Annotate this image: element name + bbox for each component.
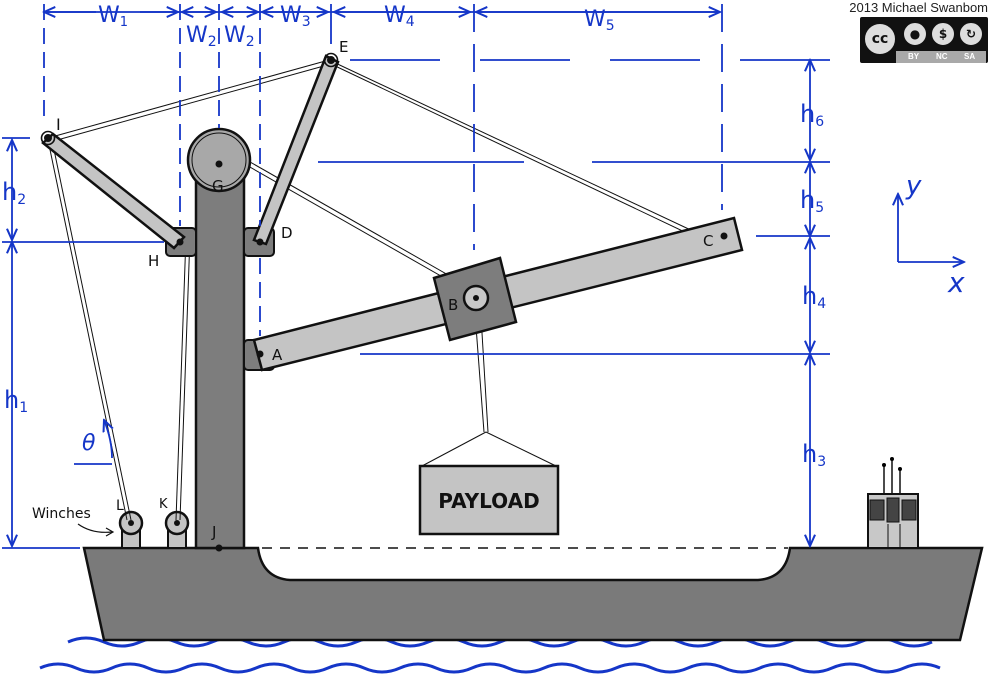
winches-label: Winches bbox=[32, 506, 91, 522]
water-wave-upper bbox=[67, 636, 933, 648]
mast-sheave-G bbox=[186, 127, 252, 193]
winches-arrow bbox=[77, 523, 113, 533]
label-K: K bbox=[159, 497, 168, 512]
label-D: D bbox=[281, 224, 293, 242]
label-G: G bbox=[212, 177, 224, 195]
dim-w3: W3 bbox=[280, 3, 311, 30]
dim-h3: h3 bbox=[802, 440, 826, 470]
pin-joints bbox=[40, 52, 728, 552]
water-wave-lower bbox=[39, 662, 941, 674]
noncommercial-icon: $ bbox=[930, 21, 956, 47]
dim-w1: W1 bbox=[98, 3, 128, 30]
label-C: C bbox=[703, 232, 713, 250]
label-I: I bbox=[56, 115, 61, 134]
license-bar bbox=[896, 51, 986, 63]
dim-w4: W4 bbox=[384, 3, 415, 30]
winch-L bbox=[118, 510, 144, 549]
theta-label: θ bbox=[82, 431, 96, 456]
dim-h5: h5 bbox=[800, 186, 824, 216]
point-labels: A B C D E G H I J K L bbox=[56, 38, 713, 541]
dim-w2a: W2 bbox=[186, 23, 217, 50]
dim-h1: h1 bbox=[4, 386, 28, 416]
cc-license-badge: cc ● $ ↻ BY NC SA bbox=[860, 17, 988, 63]
attribution-icon: ● bbox=[902, 21, 928, 47]
crane-mast bbox=[194, 154, 246, 550]
strut-DE bbox=[252, 54, 340, 246]
license-sa: SA bbox=[964, 52, 976, 61]
label-E: E bbox=[339, 38, 348, 56]
cables bbox=[47, 59, 713, 521]
axis-y-label: y bbox=[905, 171, 922, 201]
label-A: A bbox=[272, 346, 283, 364]
copyright-credit: 2013 Michael Swanbom bbox=[849, 0, 988, 15]
dimension-lines bbox=[2, 4, 964, 549]
ship-hull bbox=[82, 546, 984, 642]
dim-w2b: W2 bbox=[224, 23, 255, 50]
label-L: L bbox=[116, 498, 124, 514]
label-B: B bbox=[448, 296, 458, 314]
winch-K bbox=[164, 510, 190, 549]
dim-h6: h6 bbox=[800, 100, 824, 130]
axis-x-label: x bbox=[947, 266, 965, 299]
dim-h4: h4 bbox=[802, 282, 826, 312]
dimension-labels: W1 W2 W2 W3 W4 W5 h6 h5 h4 h3 h2 h1 θ y … bbox=[2, 3, 965, 470]
license-by: BY bbox=[908, 52, 920, 61]
dim-h2: h2 bbox=[2, 178, 26, 208]
strut-HI bbox=[41, 132, 186, 250]
ship-bridge bbox=[867, 457, 919, 549]
sharealike-icon: ↻ bbox=[958, 21, 984, 47]
payload-box bbox=[418, 464, 560, 536]
label-J: J bbox=[211, 523, 216, 541]
dim-w5: W5 bbox=[584, 7, 615, 34]
label-H: H bbox=[148, 252, 159, 270]
cc-icon: cc bbox=[863, 22, 897, 56]
license-nc: NC bbox=[936, 52, 948, 61]
payload-label: PAYLOAD bbox=[438, 489, 539, 513]
